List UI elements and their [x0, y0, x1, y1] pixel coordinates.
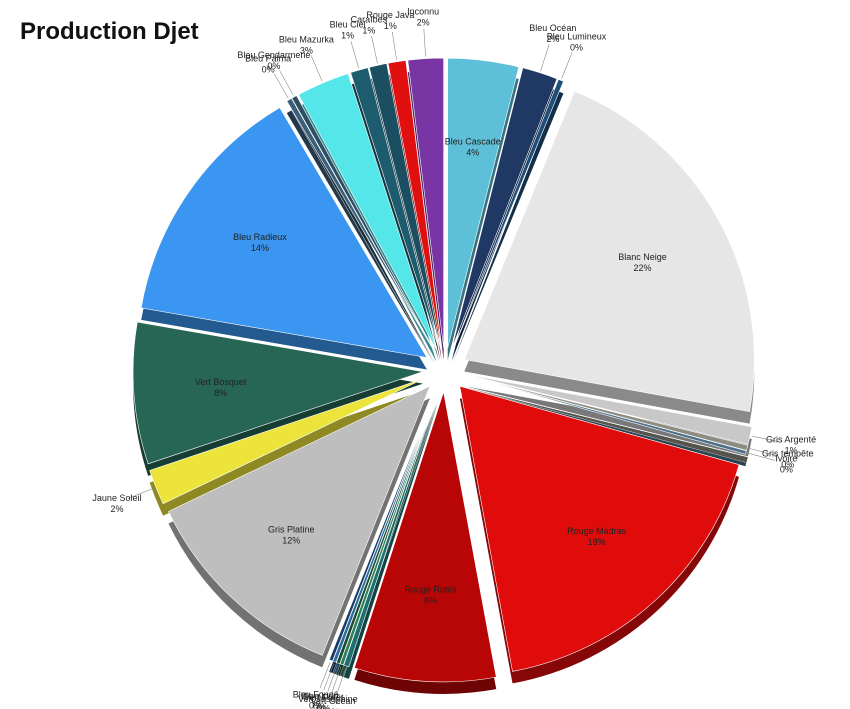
pie-slice-bleu-lumineux — [452, 78, 564, 350]
slice-label-bleu-palma: Bleu Palma 0% — [245, 53, 291, 74]
leader-line-bleu-lido — [323, 663, 335, 690]
pie-slice-rouge-java — [387, 60, 442, 349]
slice-label-vert-josephine: Vert Joséphine — [298, 694, 358, 704]
leader-line-inconnu — [423, 28, 426, 57]
pie-slice-vert-bosquet — [132, 321, 424, 465]
slice-label-bleu-fonce: Bleu Foncé 0% — [293, 689, 339, 709]
pie-slice-vert-ocean — [343, 390, 439, 668]
slice-label-bleu-ocean: Bleu Océan 2% — [529, 23, 576, 44]
slice-label-vert-bosquet: Vert Bosquet 8% — [195, 377, 247, 398]
leader-line-vert-josephine — [331, 666, 342, 693]
pie-slice-blanc-neige — [463, 90, 755, 413]
slice-label-vert-foret: Vert Forêt 0% — [304, 693, 344, 709]
leader-line-rouge-java — [391, 32, 397, 60]
leader-line-jaune-soleil — [127, 487, 155, 499]
slice-label-gris-platine: Gris Platine 12% — [268, 524, 315, 545]
slice-label-blanc-neige: Blanc Neige 22% — [618, 252, 667, 273]
slice-label-gris-tempete: Gris tempête 0% — [762, 448, 814, 469]
leader-line-gris-argente — [751, 435, 780, 443]
pie-slice-gris-argente — [466, 374, 753, 445]
slice-label-inconnu: Inconnu 2% — [407, 7, 439, 28]
pie-slice-bleu-fonce — [328, 390, 438, 662]
leader-line-bleu-ciel — [350, 41, 359, 69]
pie-slice-bleu-cascade — [447, 57, 520, 349]
pie-slice-side-gris-tempete — [466, 387, 748, 463]
chart-title: Production Djet — [20, 18, 199, 45]
slice-label-vert-ocean: Vert Océan0% — [310, 696, 355, 709]
pie-slice-side-gris-argente — [466, 386, 752, 457]
pie-slice-bleu-mazurka — [298, 73, 437, 350]
pie-slice-gris-platine — [168, 385, 431, 656]
slice-label-bleu-cascade: Bleu Cascade 4% — [445, 137, 501, 158]
pie-slice-bleu-ocean — [451, 67, 558, 350]
slice-label-rouge-madras: Rouge Madras 18% — [567, 526, 627, 547]
slice-label-bleu-gendarmerie: Bleu Gendarmerie 0% — [237, 50, 310, 71]
slice-label-bleu-radieux: Bleu Radieux 14% — [233, 232, 287, 253]
slice-label-bleu-lumineux: Bleu Lumineux 0% — [547, 31, 607, 52]
pie-slice-side-bleu-palma — [286, 110, 435, 363]
pie-slice-inconnu — [407, 57, 444, 349]
leader-line-vert-ocean — [336, 667, 346, 695]
leader-line-bleu-gendarmerie — [279, 70, 294, 96]
pie-slice-gris-tempete — [466, 375, 749, 451]
pie-slice-side-bleu-gendarmerie — [291, 107, 435, 363]
leader-line-bleu-ocean — [540, 44, 550, 72]
pie-slice-rouge-rubis — [354, 391, 497, 683]
leader-line-bleu-mazurka — [310, 55, 323, 82]
leader-line-caraibes — [371, 35, 378, 64]
slice-label-jaune-soleil: Jaune Soleil 2% — [92, 493, 141, 514]
pie-slice-caraibes — [368, 63, 441, 349]
pie-slice-rouge-madras — [459, 385, 740, 672]
leader-line-ivoire — [747, 452, 775, 461]
pie-slice-jaune-soleil — [149, 377, 425, 505]
slice-label-bleu-lido: Bleu Lido 0% — [301, 691, 339, 709]
slice-label-ivoire: Ivoire 0% — [775, 454, 797, 475]
leader-line-bleu-lumineux — [561, 52, 573, 79]
leader-line-bleu-fonce — [319, 662, 331, 689]
pie-slice-bleu-radieux — [140, 107, 428, 358]
slice-label-rouge-rubis: Rouge Rubis 8% — [404, 585, 457, 606]
pie-slice-side-bleu-lumineux — [453, 91, 564, 362]
pie-slice-bleu-palma — [286, 97, 435, 352]
pie-slice-bleu-gendarmerie — [291, 95, 435, 351]
slice-label-bleu-ciel: Bleu Ciel 1% — [330, 20, 366, 41]
pie-slice-ivoire — [466, 375, 747, 455]
slice-label-rouge-java: Rouge Java 1% — [366, 10, 414, 31]
slice-label-bleu-mazurka: Bleu Mazurka 3% — [279, 34, 334, 55]
pie-slice-bleu-ciel — [350, 67, 440, 349]
slice-label-caraibes: Caraïbes 1% — [351, 14, 388, 35]
leader-line-vert-foret — [327, 664, 338, 692]
leader-line-bleu-palma — [273, 73, 289, 99]
leader-line-gris-tempete — [748, 448, 777, 456]
slice-label-gris-argente: Gris Argenté 1% — [766, 434, 816, 455]
